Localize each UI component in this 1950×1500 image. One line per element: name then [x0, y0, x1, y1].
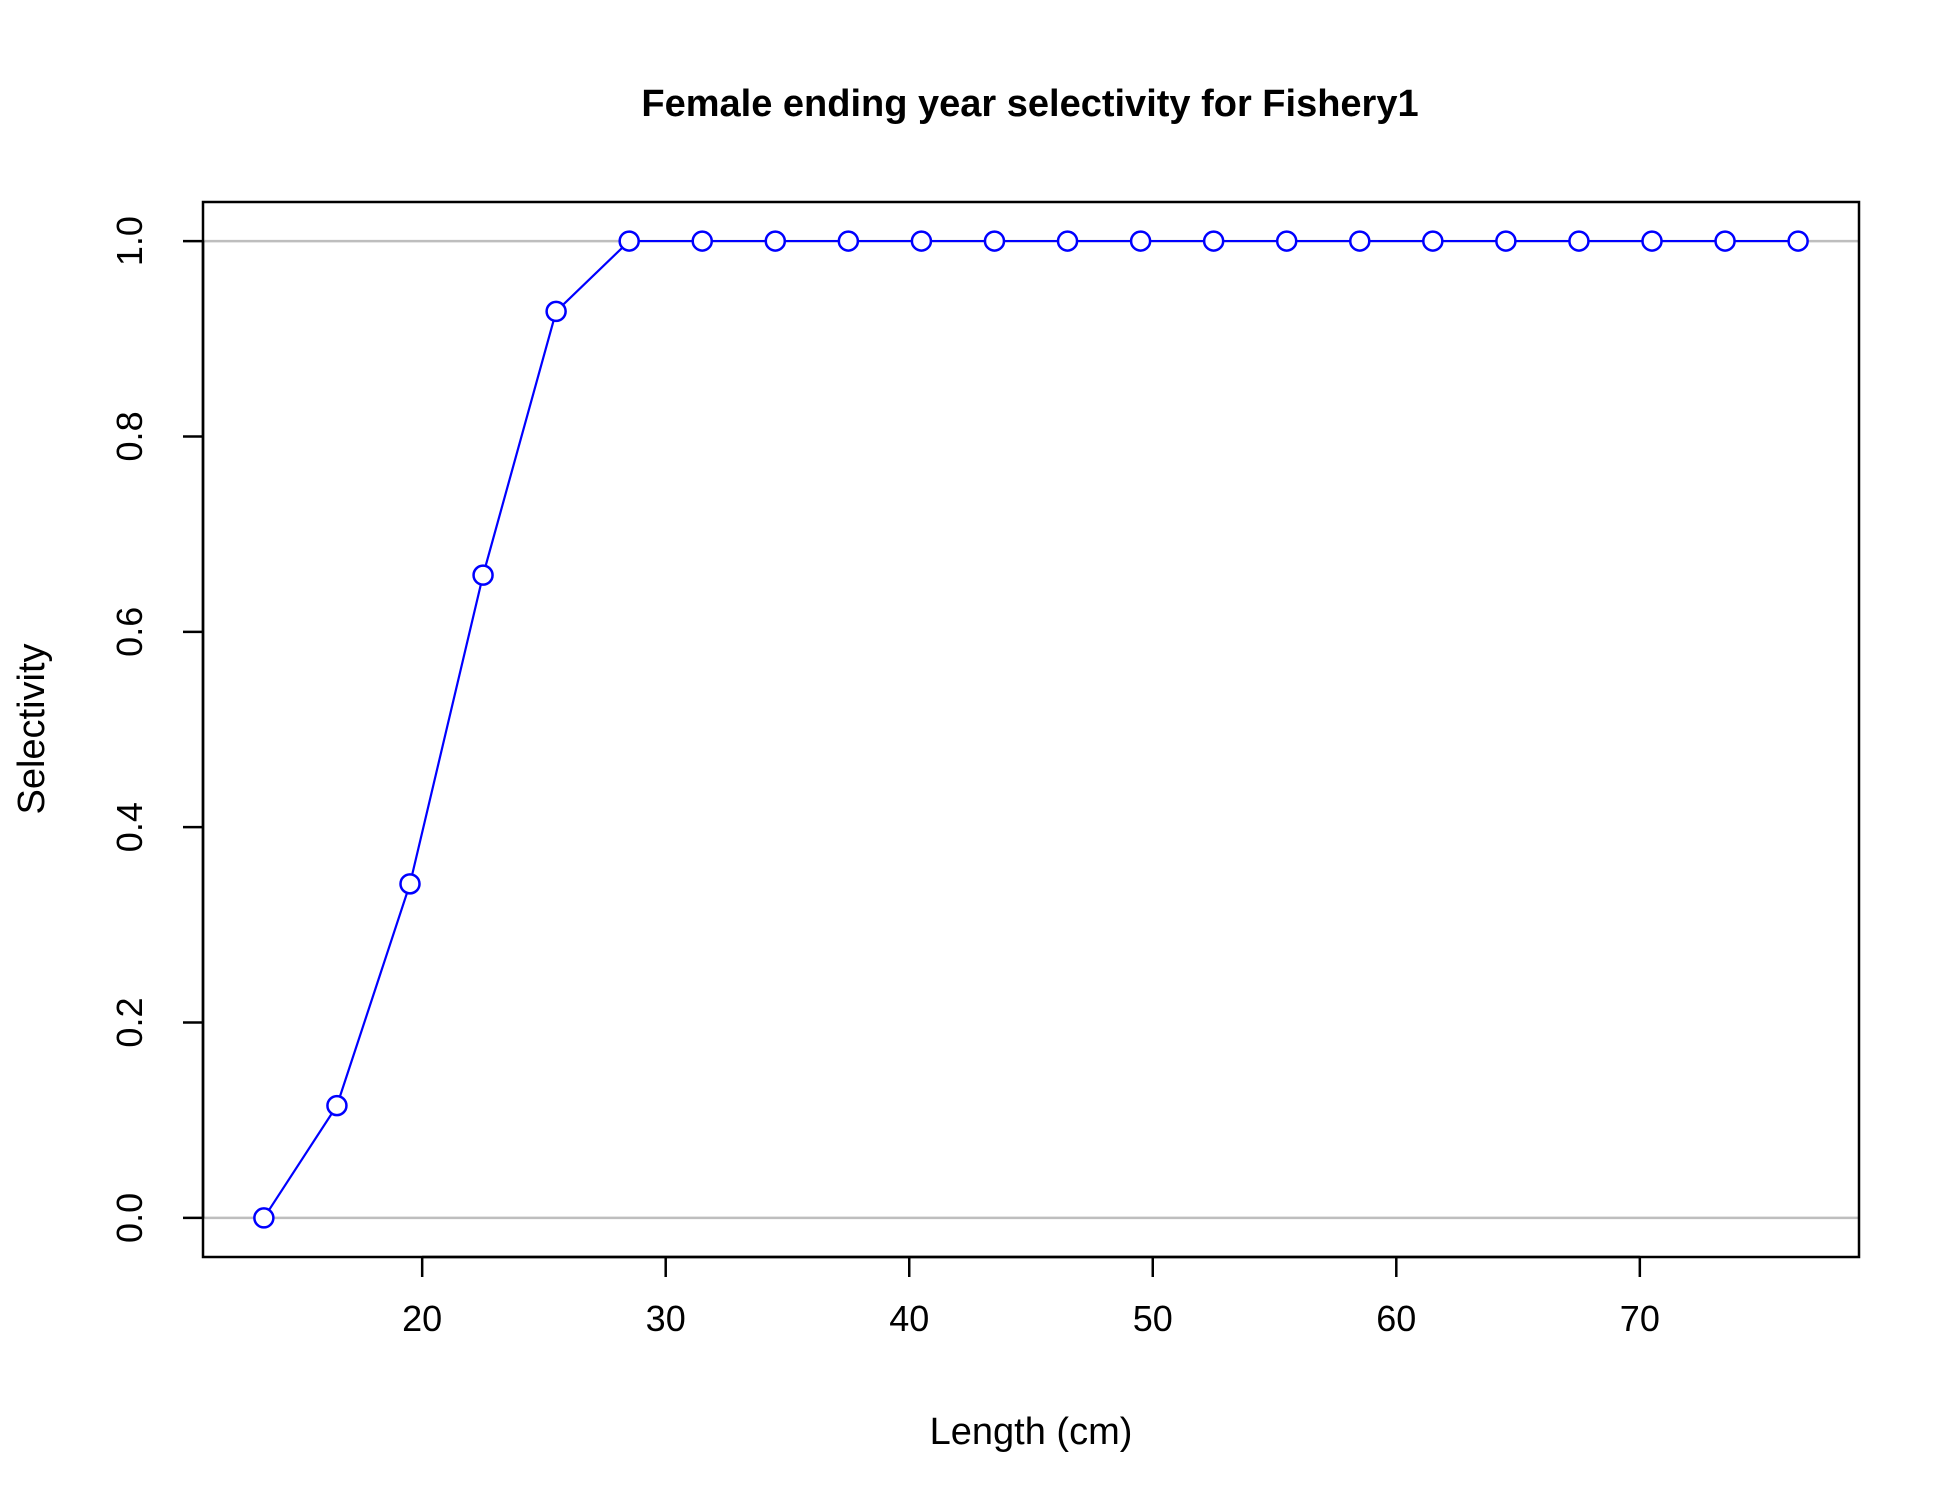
series-0-point-11 [1056, 230, 1079, 252]
series-0-point-15 [1349, 230, 1371, 252]
series-0-point-14 [1275, 230, 1298, 252]
series-0-point-7 [764, 230, 787, 252]
series-0-point-0 [253, 1207, 275, 1229]
series-0-point-10 [983, 230, 1006, 252]
series-0-point-4 [545, 300, 567, 323]
y-tick-label-4: 0.8 [109, 411, 150, 461]
series-0-point-3 [472, 564, 494, 586]
series-0-line [262, 239, 1799, 1219]
series-0-point-12 [1129, 230, 1152, 252]
x-tick-label-5: 70 [1620, 1298, 1660, 1339]
chart-title: Female ending year selectivity for Fishe… [641, 83, 1418, 125]
x-tick-label-3: 50 [1133, 1298, 1173, 1339]
y-axis: 0.0 0.2 0.4 0.6 0.8 1.0 [109, 216, 205, 1243]
y-tick-label-5: 1.0 [109, 216, 150, 266]
series-0-point-18 [1568, 230, 1590, 252]
series-0-point-17 [1495, 230, 1517, 252]
series-0-point-20 [1714, 230, 1736, 252]
series-0-point-9 [910, 230, 933, 252]
x-tick-label-4: 60 [1376, 1298, 1416, 1339]
series-0-point-8 [837, 230, 860, 252]
series-0-point-6 [691, 230, 713, 252]
series-0-point-13 [1202, 230, 1225, 252]
series-0-point-19 [1641, 230, 1663, 252]
series-layer [253, 230, 1809, 1229]
y-tick-label-0: 0.0 [109, 1193, 150, 1243]
series-0-point-21 [1787, 230, 1809, 252]
series-0-point-2 [399, 873, 421, 895]
y-tick-label-2: 0.4 [109, 802, 150, 852]
y-tick-label-3: 0.6 [109, 607, 150, 657]
series-0-point-16 [1422, 230, 1444, 252]
y-axis-label: Selectivity [11, 643, 53, 814]
x-tick-label-1: 30 [646, 1298, 686, 1339]
y-tick-label-1: 0.2 [109, 998, 150, 1048]
x-axis-label: Length (cm) [930, 1411, 1133, 1453]
x-axis: 20 30 40 50 60 70 [402, 1255, 1660, 1339]
x-tick-label-2: 40 [889, 1298, 929, 1339]
x-tick-label-0: 20 [402, 1298, 442, 1339]
series-0-point-5 [618, 230, 640, 252]
series-0-point-1 [326, 1094, 348, 1117]
